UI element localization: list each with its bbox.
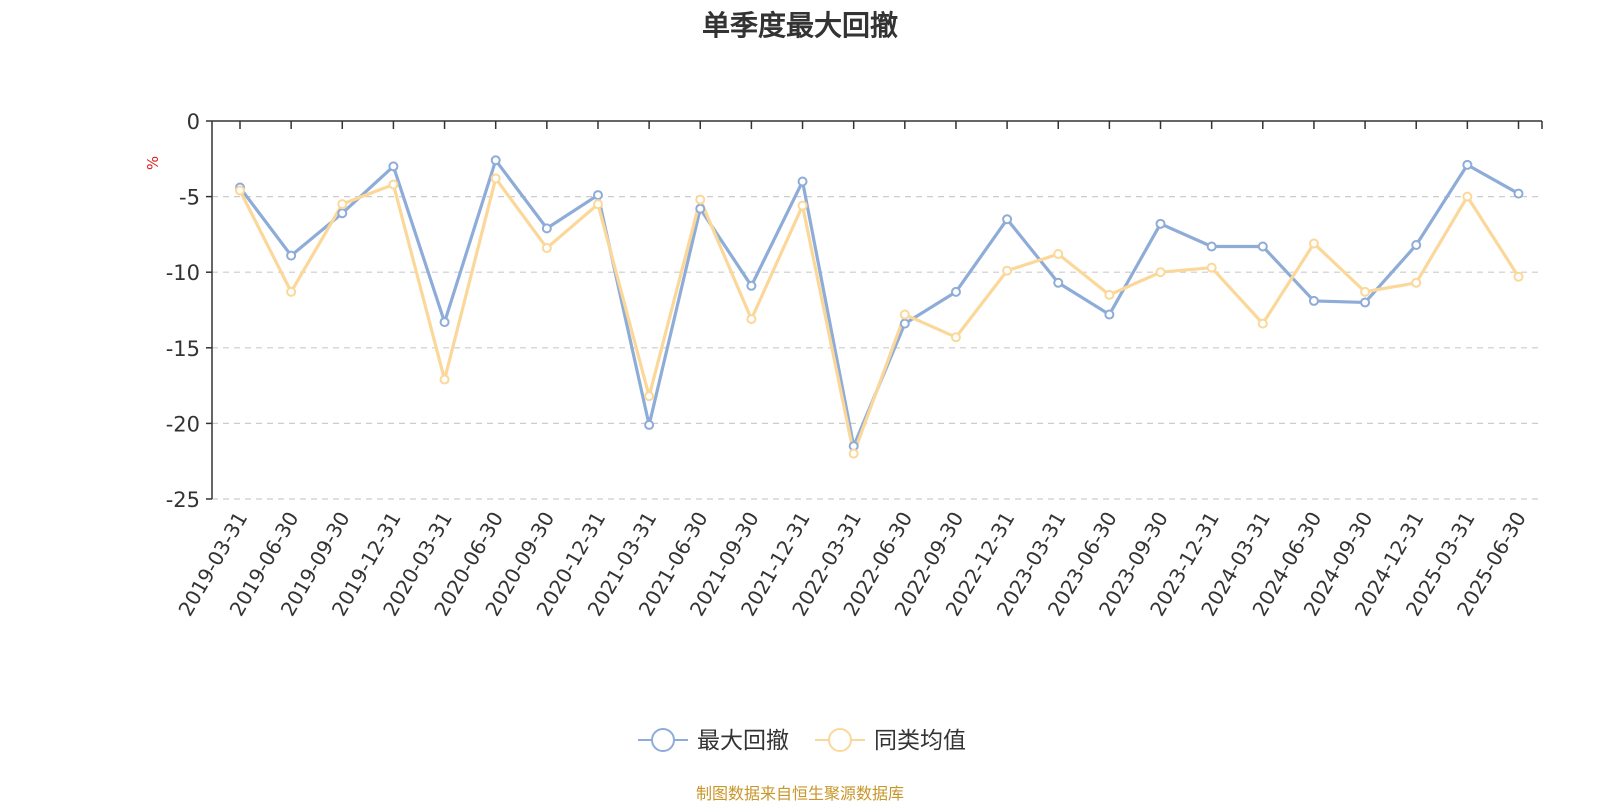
y-tick-label: -20 <box>166 412 200 436</box>
series-2-point[interactable] <box>1053 249 1064 260</box>
series-2-point[interactable] <box>899 309 910 320</box>
y-tick-label: -10 <box>166 261 200 285</box>
series-2-point[interactable] <box>286 286 297 297</box>
series-2-point[interactable] <box>1308 238 1319 249</box>
legend-marker-2[interactable] <box>828 728 852 752</box>
legend-label-2[interactable]: 同类均值 <box>874 728 966 754</box>
series-1-point[interactable] <box>1002 214 1013 225</box>
y-tick-label: 0 <box>187 110 200 134</box>
series-1-point[interactable] <box>1411 239 1422 250</box>
series-2-point[interactable] <box>1104 289 1115 300</box>
series-1-point[interactable] <box>644 419 655 430</box>
series-1-point[interactable] <box>490 155 501 166</box>
series-2-point[interactable] <box>541 243 552 254</box>
series-1-point[interactable] <box>1462 159 1473 170</box>
series-1-point[interactable] <box>746 280 757 291</box>
series-1-point[interactable] <box>1513 188 1524 199</box>
series-2-point[interactable] <box>1206 262 1217 273</box>
series-2-point[interactable] <box>1360 286 1371 297</box>
y-tick-label: -15 <box>166 337 200 361</box>
series-2-point[interactable] <box>1002 265 1013 276</box>
series-1-point[interactable] <box>1155 218 1166 229</box>
grid-lines <box>212 196 1542 500</box>
series-1-point[interactable] <box>695 203 706 214</box>
series-1-point[interactable] <box>899 318 910 329</box>
series-2-point[interactable] <box>1257 318 1268 329</box>
series-2-point[interactable] <box>1513 271 1524 282</box>
series-1-point[interactable] <box>592 190 603 201</box>
y-axis-label: % <box>144 156 162 170</box>
series-1-point[interactable] <box>1104 309 1115 320</box>
y-tick-label: -25 <box>166 488 200 512</box>
series-1-point[interactable] <box>337 208 348 219</box>
series-2-point[interactable] <box>235 185 245 196</box>
series-2-point[interactable] <box>388 179 399 190</box>
series-lines <box>235 155 1524 459</box>
series-2-point[interactable] <box>644 391 655 402</box>
series-2-point[interactable] <box>848 448 859 459</box>
series-1-point[interactable] <box>1257 241 1268 252</box>
series-line-2 <box>238 176 1520 456</box>
series-2-point[interactable] <box>439 374 450 385</box>
legend[interactable]: 最大回撤 同类均值 <box>638 728 966 754</box>
chart-title: 单季度最大回撤 <box>701 9 898 42</box>
series-1-point[interactable] <box>1360 297 1371 308</box>
series-2-point[interactable] <box>746 314 757 325</box>
series-line-1 <box>238 158 1520 448</box>
series-2-point[interactable] <box>1155 267 1166 278</box>
series-1-point[interactable] <box>388 161 399 172</box>
series-2-point[interactable] <box>1462 191 1473 202</box>
series-1-point[interactable] <box>950 286 961 297</box>
axes <box>206 120 1543 500</box>
series-2-point[interactable] <box>797 200 808 211</box>
series-1-point[interactable] <box>286 250 297 261</box>
series-1-point[interactable] <box>1308 295 1319 306</box>
y-tick-label: -5 <box>179 186 200 210</box>
series-2-point[interactable] <box>950 332 961 343</box>
series-2-point[interactable] <box>592 199 603 210</box>
legend-label-1[interactable]: 最大回撤 <box>697 728 789 754</box>
series-1-point[interactable] <box>439 317 450 328</box>
series-1-point[interactable] <box>1206 241 1217 252</box>
series-1-point[interactable] <box>1053 277 1064 288</box>
series-2-point[interactable] <box>1411 277 1422 288</box>
source-note: 制图数据来自恒生聚源数据库 <box>695 784 904 803</box>
series-2-point[interactable] <box>490 173 501 184</box>
series-2-point[interactable] <box>695 194 706 205</box>
series-1-point[interactable] <box>541 223 552 234</box>
line-chart: 0-5-10-15-20-25%2019-03-312019-06-302019… <box>144 110 1543 754</box>
series-1-point[interactable] <box>797 176 808 187</box>
legend-marker-1[interactable] <box>651 728 675 752</box>
series-2-point[interactable] <box>337 199 348 210</box>
